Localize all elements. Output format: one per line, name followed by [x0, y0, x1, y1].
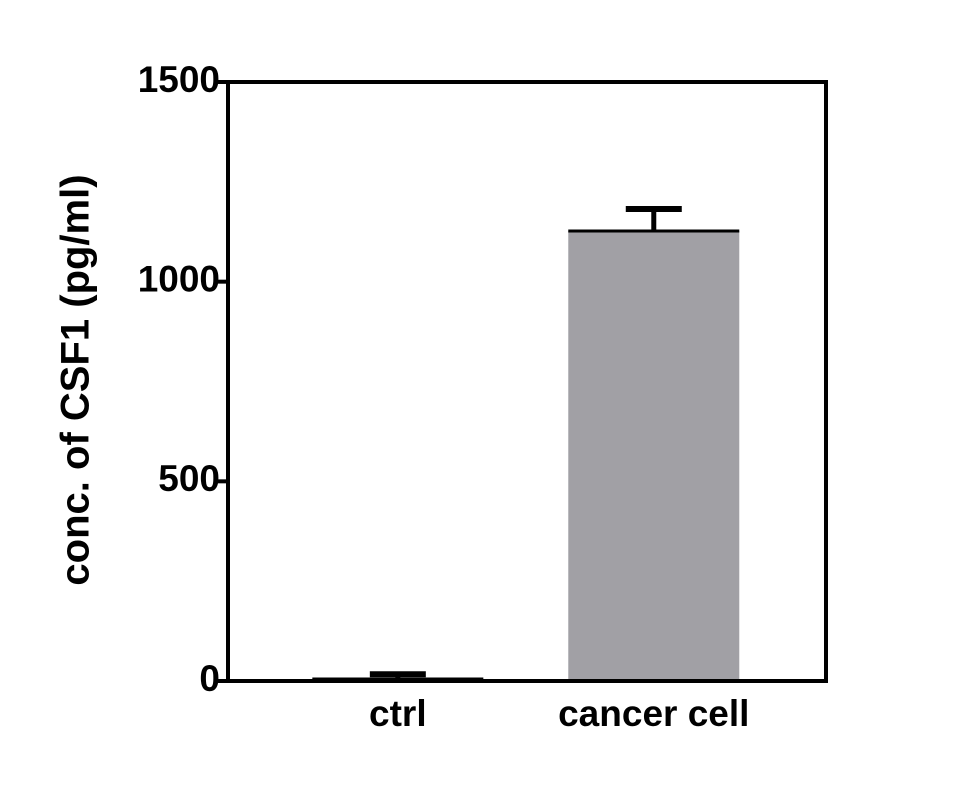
x-tick-label: cancer cell: [558, 693, 749, 734]
y-tick-label: 1500: [138, 59, 220, 100]
x-tick-label: ctrl: [369, 693, 427, 734]
y-tick-label: 500: [158, 458, 220, 499]
y-tick-label: 0: [199, 658, 220, 699]
y-axis-label: conc. of CSF1 (pg/ml): [54, 174, 98, 585]
y-tick-label: 1000: [138, 258, 220, 299]
plot-frame: [226, 80, 828, 683]
bar: [568, 230, 740, 681]
